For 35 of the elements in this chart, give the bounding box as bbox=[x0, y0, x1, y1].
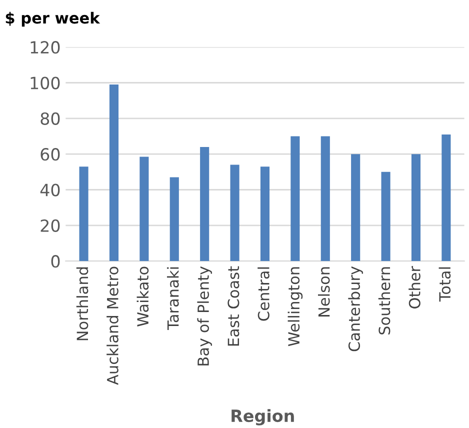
bar bbox=[411, 154, 421, 262]
y-tick-label: 0 bbox=[51, 255, 60, 268]
y-tick-label: 20 bbox=[40, 219, 60, 232]
x-tick-label: Bay of Plenty bbox=[197, 266, 212, 366]
x-tick-label: Other bbox=[408, 266, 420, 308]
bar bbox=[381, 172, 390, 262]
y-tick-label: 80 bbox=[40, 112, 60, 125]
x-axis-title: Region bbox=[232, 409, 294, 426]
x-tick-label: Total bbox=[438, 267, 451, 302]
bar bbox=[109, 84, 119, 262]
bar bbox=[442, 134, 451, 262]
x-tick-label: Canterbury bbox=[348, 266, 363, 352]
x-tick-label: Southern bbox=[378, 267, 390, 334]
bar bbox=[140, 156, 149, 262]
bar bbox=[79, 166, 88, 262]
x-tick-label: Auckland Metro bbox=[106, 266, 118, 385]
bar bbox=[170, 177, 179, 262]
y-tick-label: 40 bbox=[40, 184, 60, 196]
x-tick-label: Wellington bbox=[288, 267, 303, 346]
x-tick-label: Northland bbox=[76, 267, 88, 340]
bar bbox=[260, 166, 270, 262]
bar bbox=[351, 154, 360, 262]
x-tick-label: Nelson bbox=[318, 267, 330, 317]
x-tick-label: East Coast bbox=[228, 266, 240, 346]
y-axis-title: $ per week bbox=[6, 12, 100, 27]
y-tick-label: 100 bbox=[30, 76, 60, 90]
bar bbox=[320, 136, 330, 262]
bar bbox=[290, 136, 300, 262]
x-tick-label: Central bbox=[258, 267, 270, 321]
y-tick-label: 120 bbox=[30, 41, 60, 54]
y-tick-label: 60 bbox=[40, 148, 60, 161]
bar bbox=[200, 146, 210, 262]
x-tick-label: Taranaki bbox=[166, 267, 179, 330]
bar bbox=[230, 164, 240, 262]
x-tick-label: Waikato bbox=[136, 266, 149, 326]
